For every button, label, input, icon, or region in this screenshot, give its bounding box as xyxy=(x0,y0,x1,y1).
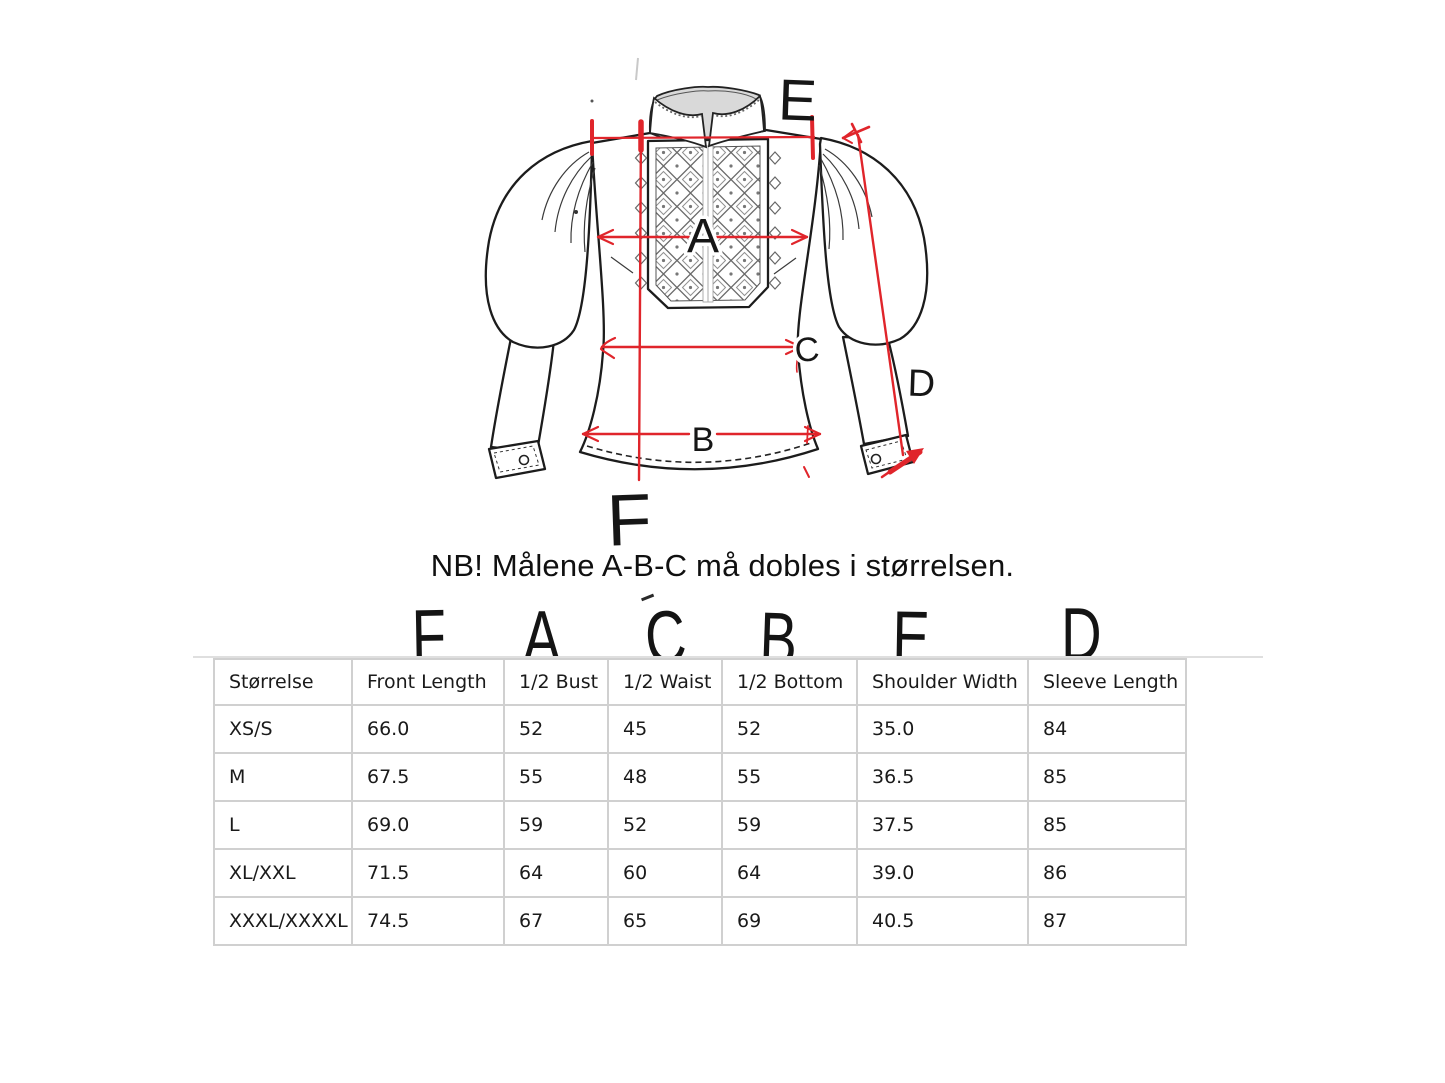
value-cell: 74.5 xyxy=(351,896,505,946)
scan-smudge xyxy=(635,57,639,81)
value-cell: 35.0 xyxy=(856,704,1029,754)
col-header-size: Størrelse xyxy=(213,658,353,706)
value-cell: 69.0 xyxy=(351,800,505,850)
table-top-divider-line xyxy=(193,656,1263,658)
size-cell: XXXL/XXXXL xyxy=(213,896,353,946)
value-cell: 64 xyxy=(503,848,609,898)
value-cell: 65 xyxy=(607,896,723,946)
value-cell: 84 xyxy=(1027,704,1187,754)
blouse-measurement-diagram: A B C D E F xyxy=(430,15,995,562)
scan-speck xyxy=(574,210,578,214)
cuff-left xyxy=(487,439,547,480)
value-cell: 67 xyxy=(503,896,609,946)
size-table: Størrelse Front Length 1/2 Bust 1/2 Wais… xyxy=(213,658,1187,946)
value-cell: 55 xyxy=(503,752,609,802)
value-cell: 60 xyxy=(607,848,723,898)
value-cell: 40.5 xyxy=(856,896,1029,946)
measurement-marks xyxy=(581,115,924,482)
col-header-sleeve-length: Sleeve Length xyxy=(1027,658,1187,706)
collar xyxy=(648,85,766,149)
size-cell: XL/XXL xyxy=(213,848,353,898)
value-cell: 85 xyxy=(1027,752,1187,802)
col-header-half-waist: 1/2 Waist xyxy=(607,658,723,706)
col-header-shoulder-width: Shoulder Width xyxy=(856,658,1029,706)
table-row: M 67.5 55 48 55 36.5 85 xyxy=(213,752,1187,802)
figure-letter-labels: A B C D E F xyxy=(605,67,936,561)
value-cell: 64 xyxy=(721,848,858,898)
hem-stitch-line xyxy=(586,442,812,464)
col-header-half-bottom: 1/2 Bottom xyxy=(721,658,858,706)
table-row: L 69.0 59 52 59 37.5 85 xyxy=(213,800,1187,850)
col-header-half-bust: 1/2 Bust xyxy=(503,658,609,706)
gather-lines-right xyxy=(818,148,873,250)
value-cell: 85 xyxy=(1027,800,1187,850)
table-header-row: Størrelse Front Length 1/2 Bust 1/2 Wais… xyxy=(213,658,1187,706)
value-cell: 67.5 xyxy=(351,752,505,802)
measure-line-shoulder-e xyxy=(590,135,816,140)
size-cell: L xyxy=(213,800,353,850)
size-note: NB! Målene A-B-C må dobles i størrelsen. xyxy=(430,548,1015,583)
value-cell: 69 xyxy=(721,896,858,946)
value-cell: 87 xyxy=(1027,896,1187,946)
puff-left xyxy=(484,139,594,349)
collar-trim-right xyxy=(713,99,760,118)
size-cell: XS/S xyxy=(213,704,353,754)
sleeve-left xyxy=(484,139,596,480)
side-motifs-right xyxy=(768,151,782,290)
value-cell: 37.5 xyxy=(856,800,1029,850)
value-cell: 52 xyxy=(721,704,858,754)
collar-trim-left xyxy=(654,101,702,119)
table-row: XL/XXL 71.5 64 60 64 39.0 86 xyxy=(213,848,1187,898)
value-cell: 52 xyxy=(607,800,723,850)
col-header-front-length: Front Length xyxy=(351,658,505,706)
sleeve-right xyxy=(818,136,929,476)
cuff-button-left xyxy=(518,454,530,466)
chest-embroidery-panel xyxy=(634,137,782,310)
label-e: E xyxy=(777,67,818,133)
value-cell: 59 xyxy=(503,800,609,850)
label-a: A xyxy=(687,210,719,263)
armpit-seam-right xyxy=(773,257,797,275)
value-cell: 39.0 xyxy=(856,848,1029,898)
gather-lines-left xyxy=(541,151,596,253)
scan-speck xyxy=(590,99,594,103)
value-cell: 71.5 xyxy=(351,848,505,898)
size-cell: M xyxy=(213,752,353,802)
label-c: C xyxy=(793,330,821,370)
label-d: D xyxy=(907,363,936,406)
blouse-diagram-svg: A B C D E F xyxy=(484,57,936,562)
value-cell: 36.5 xyxy=(856,752,1029,802)
value-cell: 52 xyxy=(503,704,609,754)
label-f: F xyxy=(605,479,652,550)
value-cell: 45 xyxy=(607,704,723,754)
label-b: B xyxy=(692,421,715,459)
armpit-seam-left xyxy=(610,256,634,274)
value-cell: 59 xyxy=(721,800,858,850)
value-cell: 55 xyxy=(721,752,858,802)
measure-line-front-f xyxy=(637,120,643,482)
value-cell: 66.0 xyxy=(351,704,505,754)
value-cell: 86 xyxy=(1027,848,1187,898)
measure-line-sleeve-d xyxy=(856,133,905,457)
table-row: XS/S 66.0 52 45 52 35.0 84 xyxy=(213,704,1187,754)
cuff-button-right xyxy=(870,453,882,465)
value-cell: 48 xyxy=(607,752,723,802)
table-row: XXXL/XXXXL 74.5 67 65 69 40.5 87 xyxy=(213,896,1187,946)
